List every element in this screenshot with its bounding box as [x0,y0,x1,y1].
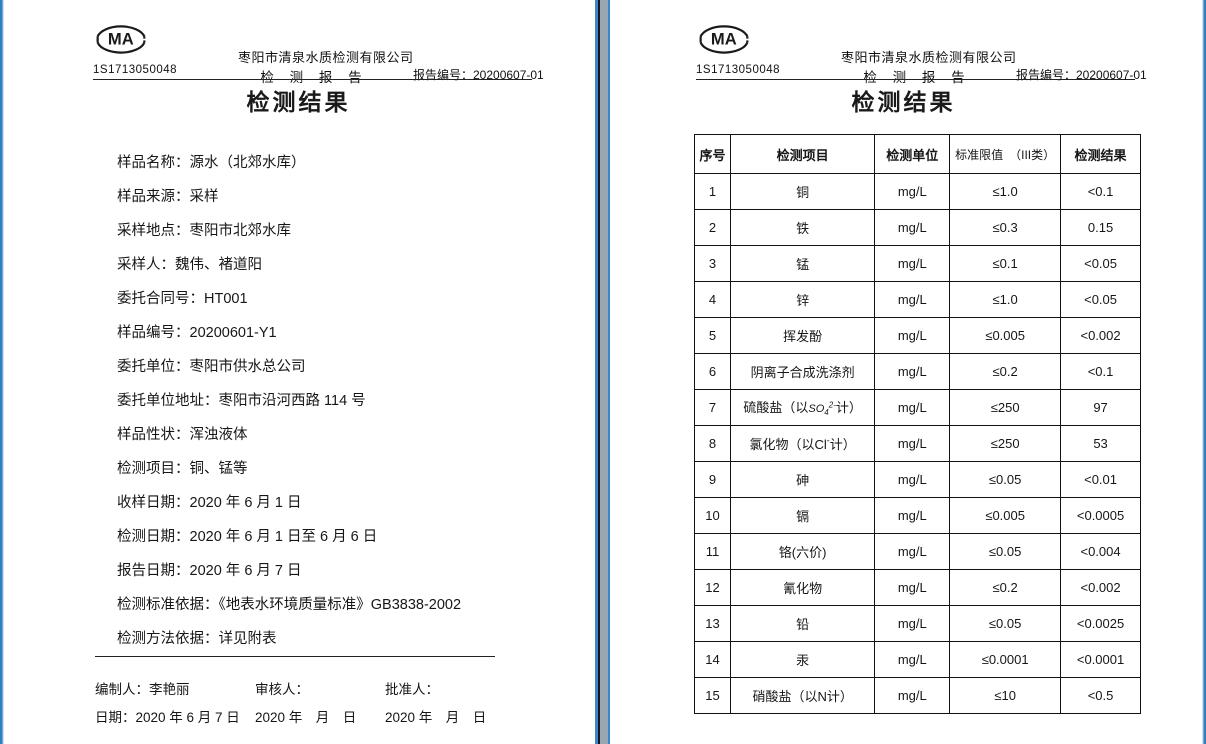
svg-text:MA: MA [108,29,134,48]
svg-text:MA: MA [711,29,737,48]
